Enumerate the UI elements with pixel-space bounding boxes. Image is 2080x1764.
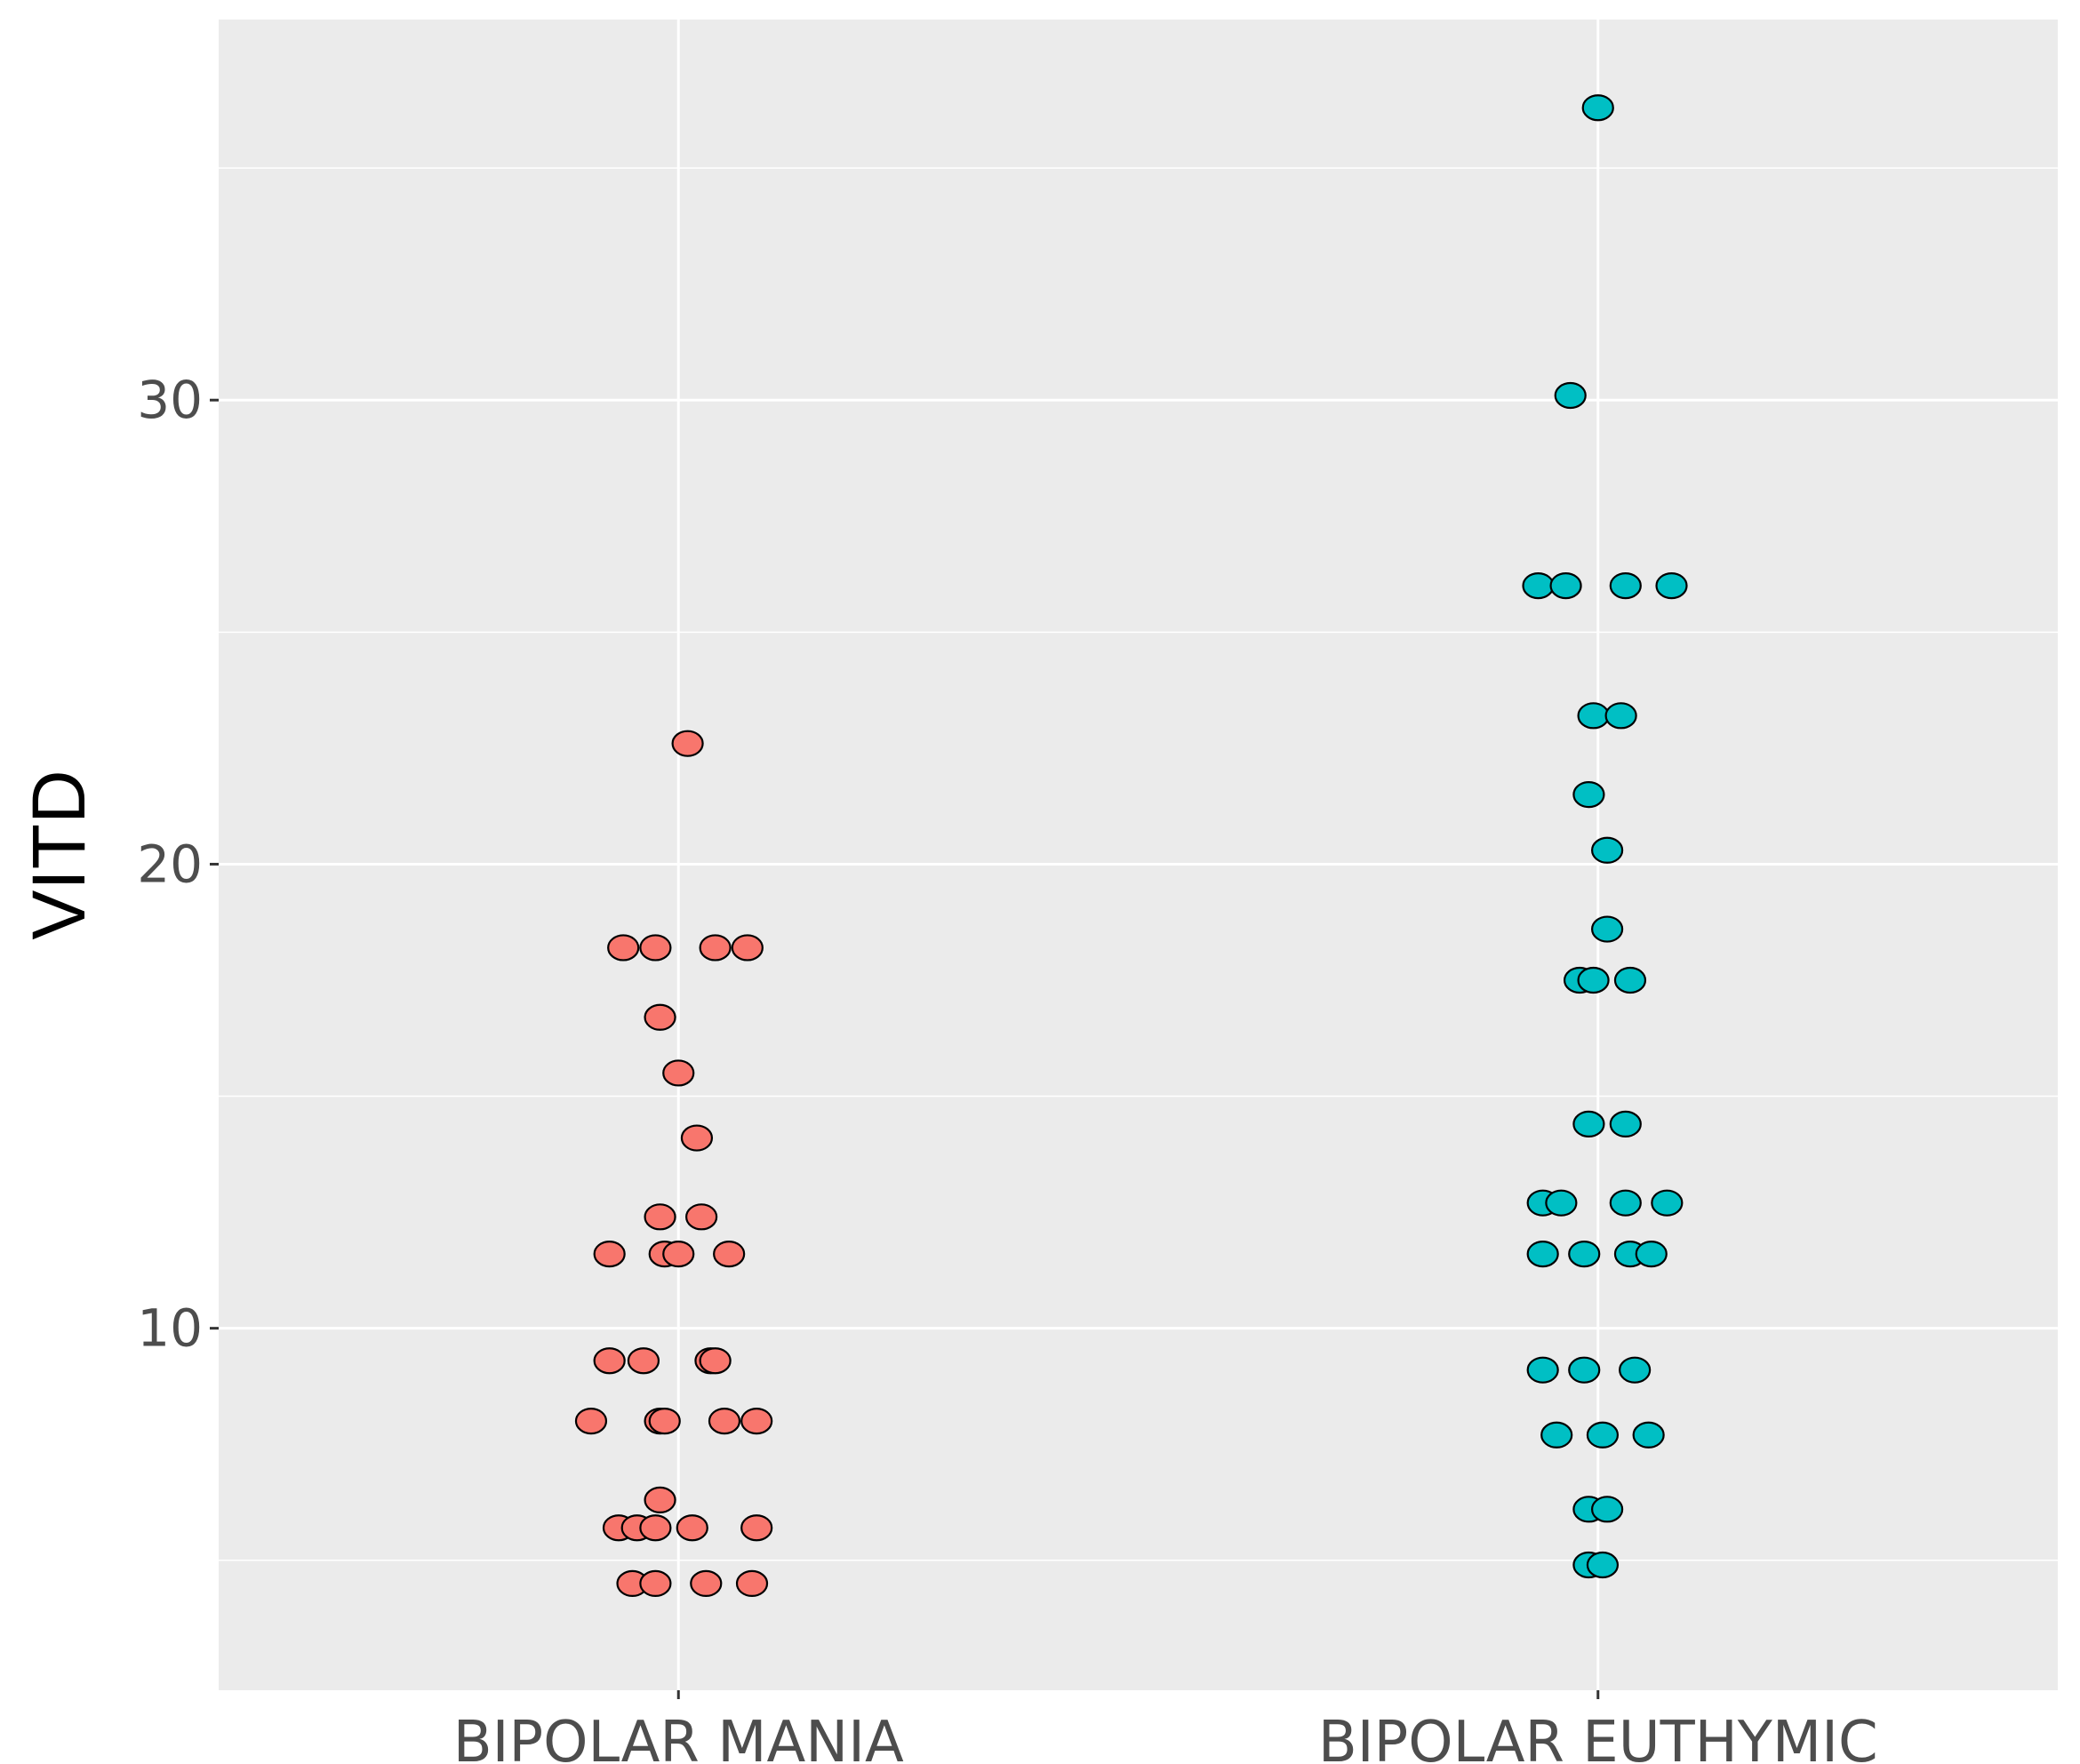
data-point	[1586, 1421, 1620, 1449]
data-point	[685, 1203, 718, 1231]
data-point	[671, 730, 704, 757]
data-point	[607, 934, 640, 962]
y-axis-title: VITD	[17, 770, 100, 939]
data-point	[708, 1408, 741, 1435]
data-point	[1572, 1110, 1605, 1137]
plot-panel	[219, 20, 2058, 1690]
data-point	[1577, 702, 1610, 730]
data-point	[1586, 1551, 1620, 1579]
data-point	[639, 1569, 672, 1597]
data-points	[574, 94, 1688, 1597]
data-point	[1540, 1421, 1573, 1449]
data-point	[690, 1569, 723, 1597]
data-point	[1619, 1356, 1652, 1384]
data-point	[735, 1569, 769, 1597]
data-point	[593, 1241, 626, 1268]
data-point	[627, 1347, 660, 1375]
y-tick-label: 30	[137, 370, 203, 430]
data-point	[676, 1514, 708, 1542]
data-point	[593, 1347, 626, 1375]
data-point	[699, 1347, 732, 1375]
data-point	[699, 934, 732, 962]
data-point	[1581, 94, 1614, 122]
data-point	[574, 1408, 608, 1435]
data-point	[1590, 915, 1624, 943]
data-point	[648, 1408, 681, 1435]
data-point	[1572, 781, 1605, 809]
data-point	[680, 1124, 714, 1152]
data-point	[644, 1003, 676, 1031]
data-point	[1577, 966, 1610, 994]
data-point	[740, 1514, 773, 1542]
data-point	[731, 934, 764, 962]
data-point	[1522, 572, 1555, 600]
data-point	[1609, 1110, 1642, 1137]
y-tick-label: 20	[137, 834, 203, 894]
data-point	[1635, 1241, 1668, 1268]
data-point	[1549, 572, 1582, 600]
x-axis: BIPOLAR MANIA BIPOLAR EUTHYMIC	[453, 1690, 1878, 1764]
x-category-label: BIPOLAR MANIA	[453, 1710, 904, 1764]
data-point	[1526, 1241, 1559, 1268]
x-category-label: BIPOLAR EUTHYMIC	[1318, 1710, 1878, 1764]
data-point	[639, 934, 672, 962]
data-point	[1604, 702, 1637, 730]
data-point	[1545, 1189, 1578, 1217]
y-axis: 10 20 30	[137, 370, 219, 1359]
data-point	[713, 1241, 746, 1268]
data-point	[1651, 1189, 1684, 1217]
data-point	[1526, 1356, 1559, 1384]
data-point	[1554, 381, 1587, 410]
data-point	[1655, 572, 1688, 600]
data-point	[1590, 836, 1624, 864]
data-point	[644, 1486, 676, 1513]
data-point	[662, 1241, 695, 1268]
data-point	[1609, 1189, 1642, 1217]
minor-gridlines	[219, 167, 2058, 1561]
data-point	[639, 1514, 672, 1542]
data-point	[1613, 966, 1647, 994]
data-point	[1590, 1496, 1624, 1523]
data-point	[1568, 1356, 1601, 1384]
data-point	[1632, 1421, 1665, 1449]
data-point	[1609, 572, 1642, 600]
data-point	[644, 1203, 676, 1231]
data-point	[1568, 1241, 1601, 1268]
data-point	[740, 1408, 773, 1435]
data-point	[662, 1059, 695, 1087]
y-tick-label: 10	[137, 1298, 203, 1359]
